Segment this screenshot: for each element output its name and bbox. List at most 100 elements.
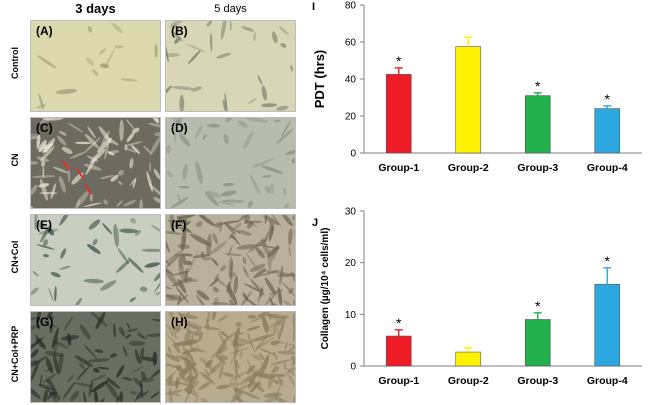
- cell-shape: [39, 118, 58, 124]
- cell-shape: [222, 372, 235, 378]
- cell-shape: [119, 391, 124, 402]
- category-label: Group-4: [587, 162, 628, 174]
- cell-shape: [74, 297, 82, 305]
- cell-shape: [214, 273, 219, 283]
- cell-shape: [42, 166, 45, 179]
- cell-shape: [44, 323, 58, 328]
- cell-shape: [60, 248, 67, 259]
- cell-shape: [60, 335, 80, 341]
- cell-shape: [254, 335, 267, 353]
- cell-shape: [175, 286, 189, 304]
- cell-shape: [185, 260, 192, 266]
- cell-shape: [209, 32, 213, 52]
- cell-shape: [84, 133, 100, 149]
- cell-shape: [207, 361, 223, 376]
- cell-shape: [288, 228, 293, 246]
- cell-shape: [195, 160, 203, 185]
- cell-shape: [95, 398, 105, 402]
- cell-shape: [222, 333, 234, 343]
- cell-shape: [219, 330, 229, 338]
- cell-shape: [67, 374, 74, 383]
- cell-shape: [241, 26, 255, 32]
- cell-shape: [186, 312, 191, 316]
- cell-shape: [225, 118, 234, 122]
- cell-shape: [182, 163, 188, 180]
- cell-shape: [234, 222, 242, 229]
- cell-shape: [286, 371, 295, 392]
- panel-label: (G): [36, 315, 54, 329]
- cell-shape: [181, 339, 198, 346]
- cell-shape: [249, 174, 261, 195]
- cell-shape: [287, 340, 295, 352]
- cell-shape: [216, 52, 232, 59]
- cell-shape: [44, 367, 55, 373]
- cell-shape: [115, 260, 130, 273]
- category-label: Group-1: [378, 375, 419, 387]
- bar: [385, 335, 412, 367]
- cell-shape: [110, 174, 119, 182]
- cell-shape: [87, 126, 96, 139]
- cell-shape: [222, 99, 230, 111]
- cell-shape: [49, 326, 53, 334]
- cell-shape: [126, 118, 135, 130]
- cell-shape: [166, 144, 172, 154]
- cell-shape: [270, 359, 292, 365]
- panel-label: (B): [171, 24, 188, 38]
- cell-shape: [136, 333, 148, 340]
- cell-shape: [261, 103, 278, 108]
- cell-shape: [256, 312, 276, 317]
- significance-marker: *: [396, 53, 402, 69]
- cell-shape: [228, 382, 240, 388]
- cell-shape: [207, 312, 211, 322]
- red-arrow-icon: [76, 168, 84, 179]
- cell-shape: [228, 272, 237, 277]
- cell-shape: [282, 282, 295, 297]
- cell-shape: [190, 86, 203, 92]
- cell-shape: [130, 144, 141, 155]
- cell-shape: [273, 379, 280, 385]
- category-label: Group-3: [517, 162, 558, 174]
- cell-shape: [166, 381, 181, 387]
- cell-shape: [166, 85, 173, 96]
- cell-shape: [73, 382, 94, 387]
- cell-shape: [166, 389, 184, 395]
- cell-shape: [126, 328, 139, 332]
- micrograph-panel: (H): [165, 311, 296, 403]
- cell-shape: [290, 355, 295, 366]
- cell-shape: [224, 253, 243, 256]
- cell-shape: [246, 118, 269, 123]
- cell-shape: [39, 374, 43, 387]
- cell-shape: [99, 48, 107, 55]
- cell-shape: [146, 333, 160, 337]
- cell-shape: [185, 383, 199, 398]
- cell-shape: [97, 366, 110, 370]
- cell-shape: [284, 341, 288, 350]
- cell-shape: [250, 353, 256, 359]
- panel-label: (F): [171, 218, 187, 232]
- cell-shape: [255, 238, 267, 247]
- cell-shape: [166, 331, 181, 349]
- cell-shape: [233, 275, 239, 294]
- cell-shape: [150, 391, 160, 399]
- cell-shape: [31, 337, 44, 353]
- y-tick-label: 20: [345, 258, 357, 269]
- cell-shape: [247, 332, 255, 352]
- cell-shape: [176, 215, 197, 219]
- cell-shape: [174, 134, 177, 143]
- cell-shape: [245, 252, 259, 271]
- cell-shape: [87, 358, 111, 363]
- panel-label: (E): [36, 218, 52, 232]
- cell-shape: [95, 312, 106, 330]
- cell-shape: [52, 384, 57, 400]
- cell-shape: [67, 122, 84, 133]
- significance-marker: *: [535, 78, 541, 94]
- cell-shape: [166, 52, 180, 57]
- cell-shape: [106, 137, 119, 146]
- cell-shape: [292, 215, 295, 221]
- cell-shape: [123, 199, 137, 207]
- cell-shape: [117, 180, 123, 186]
- bar: [524, 95, 551, 154]
- cell-shape: [216, 340, 227, 355]
- cell-shape: [185, 324, 193, 327]
- cell-shape: [39, 191, 58, 195]
